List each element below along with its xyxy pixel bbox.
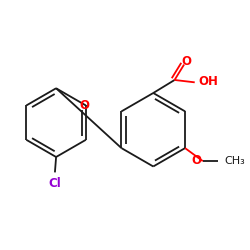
Text: O: O [192, 154, 202, 168]
Text: O: O [79, 99, 89, 112]
Text: OH: OH [198, 75, 218, 88]
Text: O: O [182, 55, 192, 68]
Text: Cl: Cl [48, 177, 61, 190]
Text: CH₃: CH₃ [224, 156, 245, 166]
